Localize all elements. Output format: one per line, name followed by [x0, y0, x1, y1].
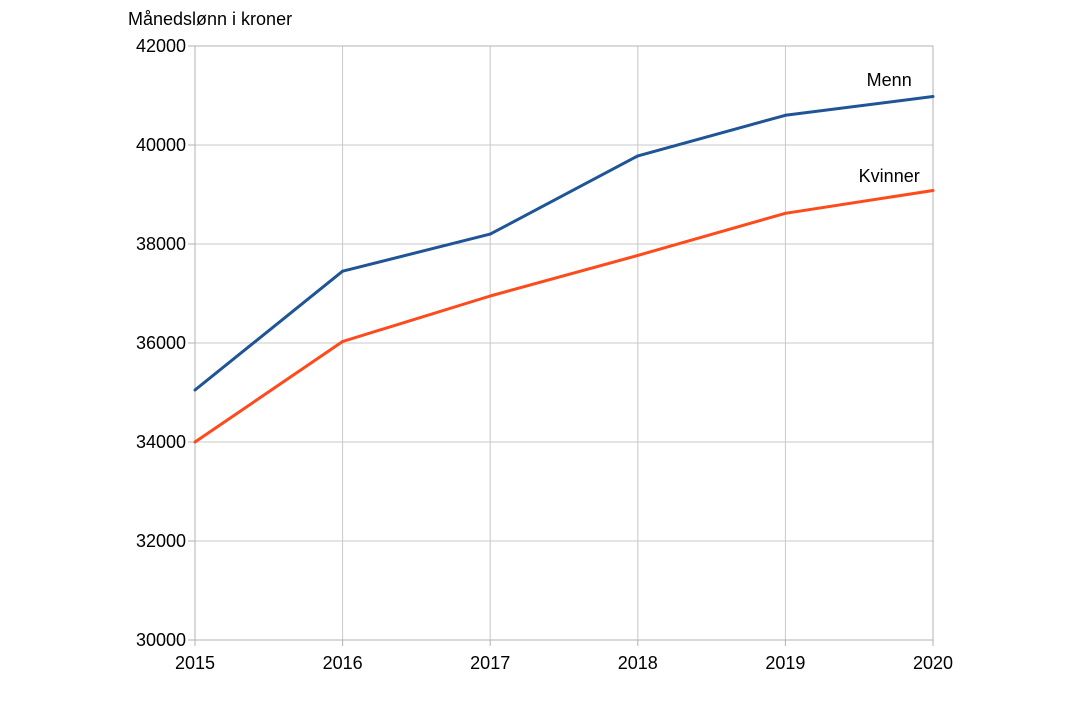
x-tick-label: 2015 [175, 653, 215, 673]
data-point-menn [193, 388, 197, 392]
x-tick-label: 2019 [765, 653, 805, 673]
data-point-menn [341, 269, 345, 273]
y-tick-label: 42000 [136, 36, 186, 56]
x-tick-label: 2018 [618, 653, 658, 673]
series-label-kvinner: Kvinner [859, 166, 920, 186]
series-label-menn: Menn [867, 70, 912, 90]
x-tick-labels: 2015 2016 2017 2018 2019 2020 [175, 653, 953, 673]
data-point-kvinner [193, 440, 197, 444]
data-point-kvinner [341, 340, 345, 344]
data-point-kvinner [488, 294, 492, 298]
data-point-kvinner [931, 189, 935, 193]
y-tick-label: 32000 [136, 531, 186, 551]
y-tick-label: 34000 [136, 432, 186, 452]
data-point-menn [783, 113, 787, 117]
data-point-kvinner [636, 253, 640, 257]
y-tick-label: 40000 [136, 135, 186, 155]
y-tick-label: 38000 [136, 234, 186, 254]
data-point-menn [931, 94, 935, 98]
x-tick-label: 2016 [323, 653, 363, 673]
data-point-kvinner [783, 211, 787, 215]
series-labels: Menn Kvinner [859, 70, 920, 186]
plot-frame [188, 45, 934, 646]
y-tick-label: 30000 [136, 630, 186, 650]
series-line-kvinner [194, 189, 934, 444]
y-tick-labels: 30000 32000 34000 36000 38000 40000 42000 [136, 36, 186, 650]
data-point-menn [636, 154, 640, 158]
data-point-menn [488, 232, 492, 236]
series-lines [193, 94, 935, 444]
plot-area-border [194, 45, 934, 641]
x-tick-label: 2017 [470, 653, 510, 673]
x-tick-label: 2020 [913, 653, 953, 673]
gridlines [194, 45, 934, 641]
y-tick-label: 36000 [136, 333, 186, 353]
y-axis-label: Månedslønn i kroner [128, 9, 292, 29]
series-line-menn [194, 95, 934, 392]
